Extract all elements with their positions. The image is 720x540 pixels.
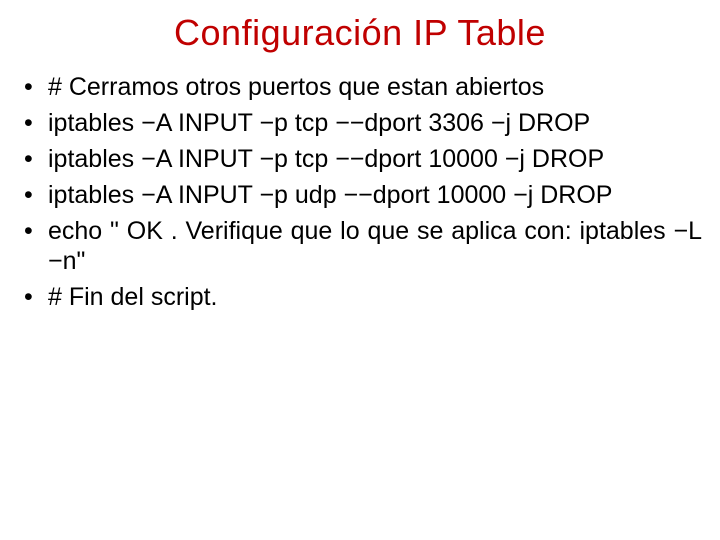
list-item: # Fin del script. xyxy=(18,282,702,312)
list-item: iptables −A INPUT −p tcp −−dport 3306 −j… xyxy=(18,108,702,138)
slide-title: Configuración IP Table xyxy=(18,12,702,54)
list-item: # Cerramos otros puertos que estan abier… xyxy=(18,72,702,102)
list-item: echo " OK . Verifique que lo que se apli… xyxy=(18,216,702,276)
list-item: iptables −A INPUT −p udp −−dport 10000 −… xyxy=(18,180,702,210)
bullet-list: # Cerramos otros puertos que estan abier… xyxy=(18,72,702,312)
list-item: iptables −A INPUT −p tcp −−dport 10000 −… xyxy=(18,144,702,174)
